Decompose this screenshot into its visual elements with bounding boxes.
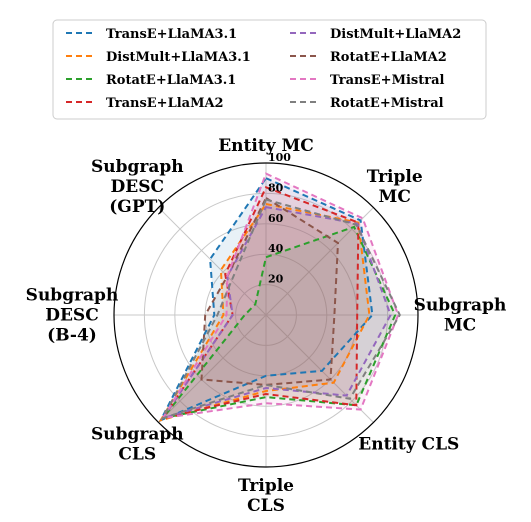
axis-label-triple-mc: Triple MC (367, 167, 423, 207)
legend-label-1: DistMult+LlaMA3.1 (106, 50, 251, 65)
axis-label-line: CLS (247, 496, 285, 516)
legend-label-0: TransE+LlaMA3.1 (106, 27, 237, 42)
axis-label-line: Subgraph (91, 157, 184, 177)
series-line-0 (158, 176, 374, 423)
axis-label-line: Entity CLS (358, 434, 459, 454)
radial-tick-label: 80 (268, 181, 284, 194)
series-line-6 (160, 172, 400, 420)
axis-label-subgraph-cls: Subgraph CLS (91, 424, 184, 464)
axis-label-line: MC (444, 316, 476, 336)
grid-spoke (158, 207, 267, 316)
series-fill-1 (160, 204, 370, 421)
axis-label-line: MC (379, 187, 411, 207)
axis-label-line: (B-4) (47, 326, 97, 346)
series-fill-4 (162, 207, 391, 419)
legend-label-5: RotatE+LlaMA2 (330, 50, 447, 65)
legend-label-4: DistMult+LlaMA2 (330, 27, 461, 42)
series-fill-0 (160, 178, 373, 421)
axis-label-line: Entity MC (218, 136, 314, 156)
axis-label-line: DESC (45, 306, 99, 326)
axis-label-line: Triple (367, 167, 423, 187)
radial-tick-label: 100 (268, 151, 291, 164)
series-fill-2 (162, 226, 396, 419)
series-fill-6 (162, 173, 399, 419)
axis-label-line: (GPT) (109, 197, 165, 217)
radial-tick-label: 20 (268, 273, 284, 286)
grid-spoke (158, 314, 267, 423)
radar-series (158, 172, 401, 423)
radial-tick-label: 60 (268, 212, 284, 225)
axis-label-line: Triple (238, 476, 294, 496)
axis-label-subgraph-mc: Subgraph MC (414, 296, 507, 336)
legend-label-3: TransE+LlaMA2 (106, 96, 224, 111)
radial-tick-label: 40 (268, 242, 284, 255)
series-fill-7 (162, 199, 400, 419)
axis-label-entity-mc: Entity MC (218, 136, 314, 156)
legend-label-7: RotatE+Mistral (330, 96, 444, 111)
legend-box (52, 19, 487, 120)
axis-label-line: Subgraph (91, 424, 184, 444)
axis-label-subgraph-desc-b4: Subgraph DESC (B-4) (26, 286, 119, 346)
outer-circle (113, 162, 419, 468)
radial-tick-labels: 20 40 60 80 100 (268, 151, 291, 286)
axis-label-triple-cls: Triple CLS (238, 476, 294, 516)
legend-label-2: RotatE+LlaMA3.1 (106, 73, 236, 88)
series-line-1 (158, 202, 371, 422)
axis-label-line: CLS (118, 444, 156, 464)
legend-label-6: TransE+Mistral (330, 73, 444, 88)
series-fill-5 (201, 198, 338, 385)
axis-label-entity-cls: Entity CLS (358, 434, 459, 454)
series-fill-3 (162, 187, 359, 419)
axis-label-line: DESC (111, 177, 165, 197)
axis-label-line: Subgraph (26, 286, 119, 306)
series-line-2 (160, 225, 397, 420)
series-line-5 (200, 196, 340, 386)
axis-label-subgraph-desc-gpt: Subgraph DESC (GPT) (91, 157, 184, 217)
axis-label-line: Subgraph (414, 296, 507, 316)
legend: TransE+LlaMA3.1 DistMult+LlaMA3.1 RotatE+L… (52, 19, 487, 120)
